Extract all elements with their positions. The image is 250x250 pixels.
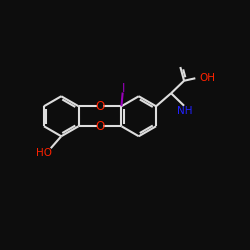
Text: I: I <box>122 82 125 94</box>
Text: HO: HO <box>36 148 52 158</box>
Text: O: O <box>96 120 104 133</box>
Text: OH: OH <box>200 73 216 83</box>
Text: O: O <box>96 100 104 113</box>
Text: NH: NH <box>177 106 193 116</box>
